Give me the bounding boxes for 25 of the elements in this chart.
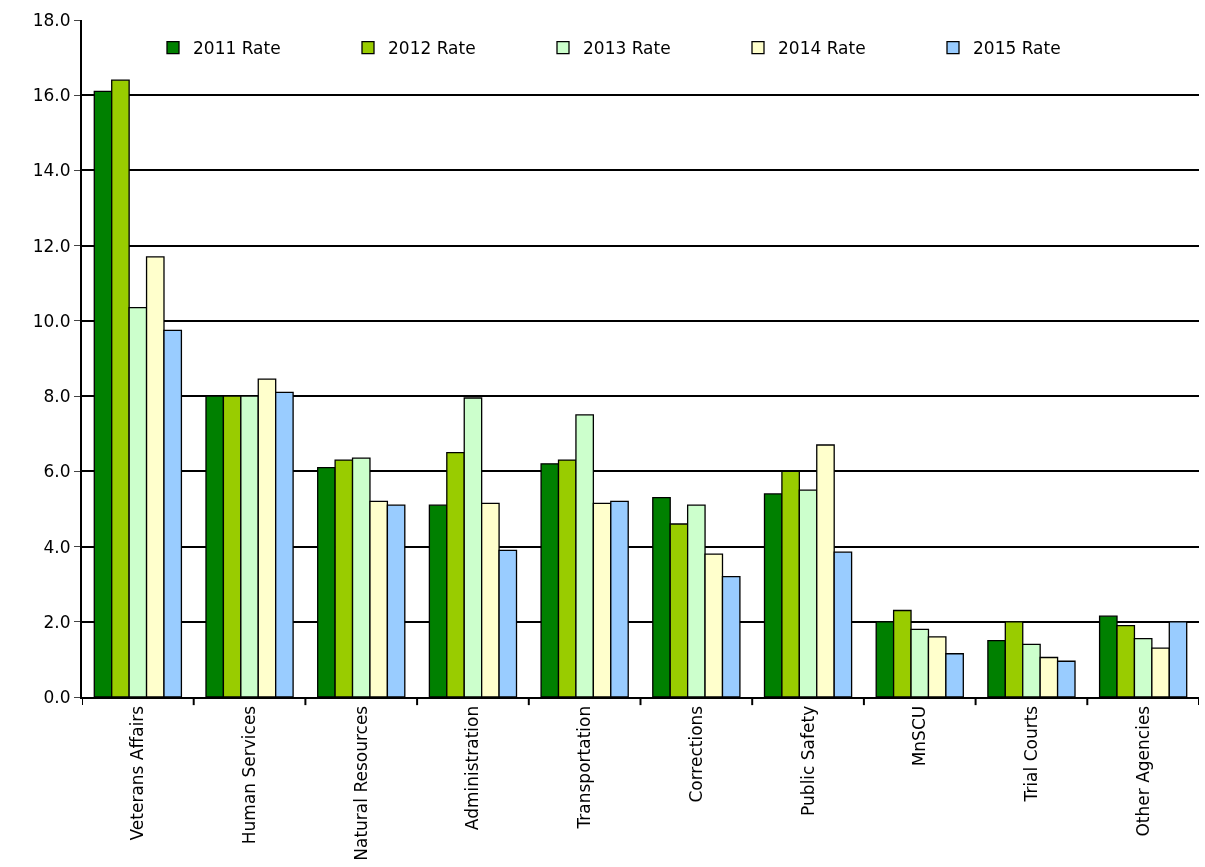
x-tick-label: Human Services bbox=[239, 705, 260, 845]
legend-label: 2015 Rate bbox=[973, 38, 1061, 59]
legend-label: 2012 Rate bbox=[388, 38, 476, 59]
y-tick-label: 18.0 bbox=[32, 9, 71, 30]
legend-label: 2011 Rate bbox=[193, 38, 281, 59]
y-tick-label: 16.0 bbox=[32, 85, 71, 106]
y-tick-label: 14.0 bbox=[32, 160, 71, 181]
x-tick-label: Trial Courts bbox=[1020, 705, 1041, 803]
x-tick-label: Transportation bbox=[574, 705, 595, 830]
x-tick-label: Natural Resources bbox=[350, 705, 371, 861]
y-tick-label: 0.0 bbox=[43, 686, 71, 707]
x-tick-label: Other Agencies bbox=[1132, 705, 1153, 837]
y-tick-label: 10.0 bbox=[32, 310, 71, 331]
x-tick-label: Veterans Affairs bbox=[127, 705, 148, 841]
legend-label: 2013 Rate bbox=[583, 38, 671, 59]
legend-label: 2014 Rate bbox=[778, 38, 866, 59]
y-tick-label: 2.0 bbox=[43, 611, 71, 632]
x-tick-label: Corrections bbox=[685, 705, 706, 803]
y-tick-label: 8.0 bbox=[43, 386, 71, 407]
y-tick-label: 6.0 bbox=[43, 461, 71, 482]
x-tick-label: Administration bbox=[462, 705, 483, 831]
x-tick-label: Public Safety bbox=[797, 705, 818, 816]
x-tick-label: MnSCU bbox=[909, 705, 930, 767]
y-tick-label: 4.0 bbox=[43, 536, 71, 557]
y-tick-label: 12.0 bbox=[32, 235, 71, 256]
